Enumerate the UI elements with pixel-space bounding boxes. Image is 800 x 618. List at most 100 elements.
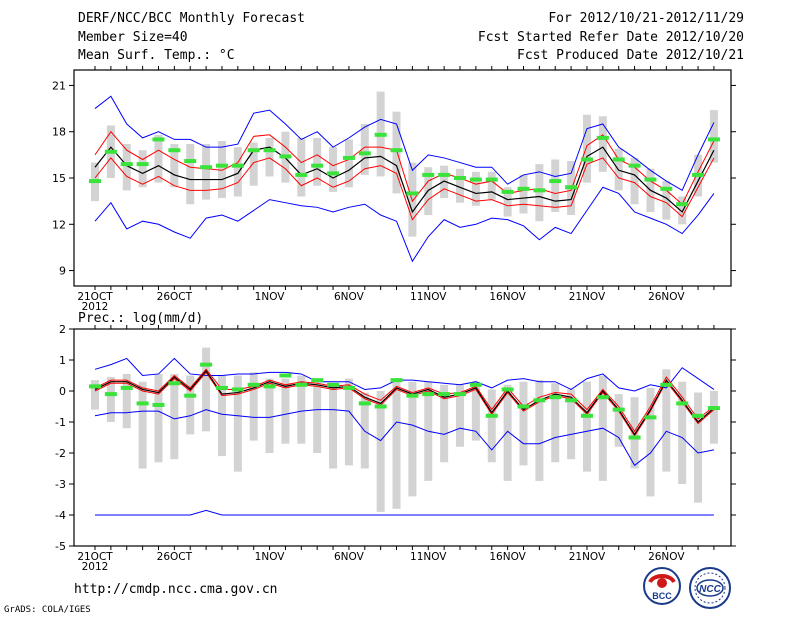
bcc-logo-text: BCC xyxy=(652,591,672,601)
temp-median-mark xyxy=(104,149,117,154)
temp-median-mark xyxy=(612,157,625,162)
temp-ytick-label: 12 xyxy=(52,218,66,231)
temp-median-mark xyxy=(327,171,340,176)
temp-median-mark xyxy=(454,176,467,180)
temp-median-mark xyxy=(295,172,308,177)
temp-median-mark xyxy=(549,179,562,184)
prec-median-mark xyxy=(152,402,165,407)
prec-spread-box xyxy=(249,372,258,441)
temp-min-line xyxy=(94,186,715,263)
temp-spread-box xyxy=(217,140,226,199)
prec-spread-box xyxy=(329,384,338,469)
prec-median-mark xyxy=(596,395,609,400)
prec-median-mark xyxy=(692,413,705,418)
prec-median-mark xyxy=(120,385,133,390)
website-link[interactable]: http://cmdp.ncc.cma.gov.cn xyxy=(74,582,278,597)
prec-spread-box xyxy=(202,347,211,432)
temp-spread-box xyxy=(709,110,718,163)
prec-spread-box xyxy=(376,391,385,512)
prec-median-mark xyxy=(342,385,355,390)
temp-xtick-label: 6NOV xyxy=(334,291,365,303)
prec-spread-box xyxy=(154,373,163,463)
prec-median-mark xyxy=(136,401,149,406)
temp-spread-box xyxy=(297,137,306,197)
prec-ytick-label: -2 xyxy=(55,447,66,460)
prec-median-mark xyxy=(549,395,562,400)
prec-panel-title: Prec.: log(mm/d) xyxy=(78,311,203,326)
prec-xtick-year: 2012 xyxy=(82,561,109,573)
prec-spread-box xyxy=(709,391,718,444)
prec-xtick-label: 6NOV xyxy=(334,551,365,563)
prec-spread-box xyxy=(503,384,512,481)
temp-ytick-label: 18 xyxy=(52,126,66,139)
prec-median-mark xyxy=(358,401,371,406)
temp-max-line xyxy=(94,95,715,192)
chart-title: DERF/NCC/BCC Monthly Forecast xyxy=(78,11,305,26)
temp-median-mark xyxy=(628,163,641,168)
prec-ytick-label: -5 xyxy=(55,540,66,553)
prec-spread-box xyxy=(106,377,115,422)
grads-credit: GrADS: COLA/IGES xyxy=(4,605,91,615)
prec-median-mark xyxy=(533,398,546,403)
prec-median-mark xyxy=(565,398,578,403)
refer-date: Fcst Started Refer Date 2012/10/20 xyxy=(477,30,744,45)
prec-spread-box xyxy=(91,380,99,410)
prec-spread-box xyxy=(582,381,591,472)
prec-mean-line xyxy=(94,369,715,436)
temp-spread-box xyxy=(630,157,639,205)
temp-upper-line xyxy=(94,130,715,206)
prec-median-mark xyxy=(231,387,244,392)
temp-spread-box xyxy=(503,187,512,217)
temp-median-mark xyxy=(533,188,546,193)
prec-spread-box xyxy=(678,381,687,484)
prec-xtick-label: 26OCT xyxy=(157,551,193,563)
temp-spread-box xyxy=(122,144,131,191)
temp-spread-box xyxy=(440,165,449,199)
temp-median-mark xyxy=(422,172,435,177)
prec-median-mark xyxy=(247,382,260,387)
temp-median-mark xyxy=(596,135,609,140)
temp-xtick-label: 26NOV xyxy=(648,291,685,303)
prec-xtick-label: 11NOV xyxy=(410,551,447,563)
temp-spread-box xyxy=(138,150,147,188)
prec-spread-box xyxy=(170,373,179,460)
temp-median-mark xyxy=(168,148,181,153)
variable-label: Mean Surf. Temp.: °C xyxy=(78,48,235,63)
temp-spread-box xyxy=(170,144,179,188)
temp-spread-box xyxy=(519,174,528,214)
prec-ytick-label: -1 xyxy=(55,416,66,429)
prec-ytick-label: 1 xyxy=(59,354,66,367)
temp-xtick-label: 21NOV xyxy=(569,291,606,303)
temp-mean-line xyxy=(94,146,715,214)
prec-spread-box xyxy=(630,397,639,469)
temp-median-mark xyxy=(692,172,705,177)
prec-spread-box xyxy=(535,380,544,481)
temp-spread-box xyxy=(360,124,369,175)
prec-spread-box xyxy=(646,387,655,497)
temp-median-mark xyxy=(644,177,657,182)
prec-spread-box xyxy=(487,389,496,463)
temp-median-mark xyxy=(120,162,133,167)
prec-median-mark xyxy=(644,415,657,420)
prec-median-mark xyxy=(612,407,625,412)
prec-median-mark xyxy=(279,373,292,378)
prec-median-mark xyxy=(676,401,689,406)
prec-median-mark xyxy=(374,404,387,409)
prec-spread-box xyxy=(694,392,703,503)
temp-median-mark xyxy=(565,185,578,190)
temp-spread-box xyxy=(202,144,211,200)
prec-xtick-label: 21OCT xyxy=(77,551,113,563)
temp-median-mark xyxy=(89,179,101,184)
temp-spread-box xyxy=(662,181,671,220)
prec-median-mark xyxy=(200,362,213,367)
temp-median-mark xyxy=(215,163,228,168)
temp-median-mark xyxy=(469,177,482,182)
prec-spread-box xyxy=(408,381,417,497)
prec-spread-box xyxy=(313,384,322,453)
prec-ytick-label: -4 xyxy=(55,509,66,522)
prec-ytick-label: 0 xyxy=(59,385,66,398)
temp-median-mark xyxy=(501,189,514,194)
prec-median-mark xyxy=(295,382,308,387)
prec-median-mark xyxy=(406,393,419,398)
